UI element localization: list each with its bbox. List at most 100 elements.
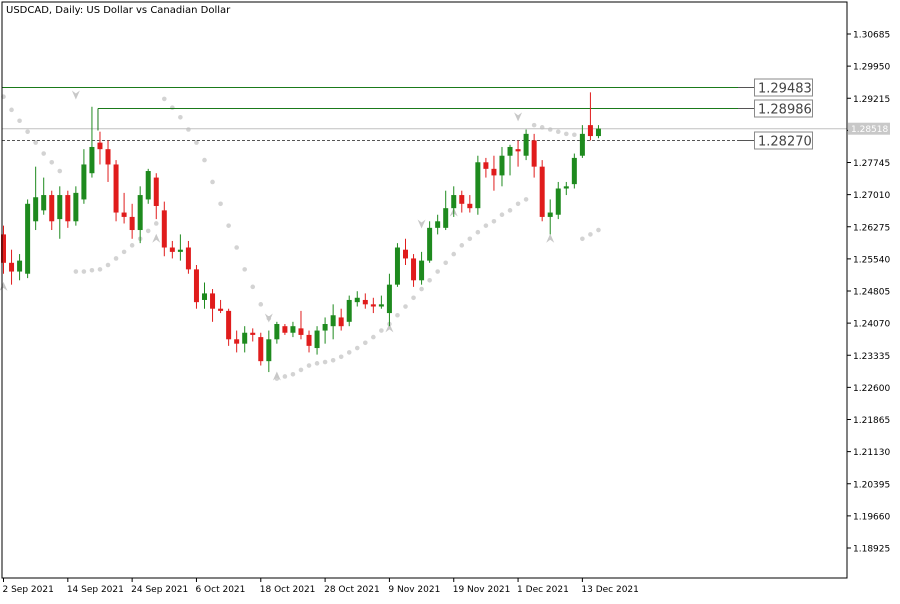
candle-body — [443, 208, 449, 228]
candle — [346, 295, 352, 327]
y-tick-label: 1.19660 — [853, 512, 890, 522]
candle — [153, 173, 159, 220]
level-tag-label: 1.28270 — [758, 135, 812, 150]
psar-dot — [89, 267, 95, 273]
y-tick-label: 1.27745 — [853, 159, 890, 169]
psar-dot — [531, 122, 537, 128]
psar-dot — [210, 179, 215, 185]
candle-body — [25, 203, 31, 274]
candle-body — [250, 332, 256, 335]
psar-dot — [17, 118, 22, 124]
candle-body — [153, 177, 159, 206]
candle — [338, 308, 344, 331]
psar-reversal-arrow — [417, 219, 426, 229]
psar-dot — [515, 201, 521, 207]
candle-body — [89, 146, 95, 174]
candle-body — [459, 195, 465, 204]
psar-dot — [129, 243, 135, 248]
candle-body — [218, 308, 224, 311]
psar-dot — [395, 312, 400, 318]
y-tick-label: 1.20395 — [853, 480, 890, 490]
candle — [282, 323, 288, 335]
candle — [218, 299, 224, 314]
levels-layer — [2, 87, 847, 141]
candle — [41, 177, 47, 215]
psar-dot — [419, 286, 424, 292]
candle-body — [41, 195, 47, 211]
candle-body — [515, 149, 521, 152]
candle-body — [226, 310, 232, 340]
candle — [403, 238, 408, 265]
candle — [113, 160, 119, 222]
y-axis: 1.306851.299501.292151.284801.277451.270… — [847, 31, 890, 555]
psar-dot — [580, 236, 585, 242]
psar-dot — [475, 229, 481, 235]
candle — [354, 291, 360, 307]
candle — [507, 144, 513, 176]
candle-body — [411, 258, 417, 281]
psar-dot — [363, 340, 368, 346]
candle — [378, 295, 384, 309]
candle-body — [97, 142, 103, 150]
candle-body — [354, 297, 360, 303]
candle-body — [403, 249, 408, 259]
psar-dot — [25, 129, 30, 134]
psar-dot — [354, 345, 360, 351]
candle — [49, 190, 55, 231]
candle-body — [266, 339, 272, 362]
y-tick-label: 1.21865 — [853, 416, 890, 426]
candle — [1, 225, 6, 274]
candle-body — [427, 227, 433, 261]
psar-dot — [73, 269, 79, 274]
candle — [587, 92, 593, 141]
y-tick-label: 1.24070 — [853, 320, 890, 330]
candle-body — [314, 330, 320, 349]
candle — [65, 190, 71, 228]
psar-dot — [443, 260, 449, 266]
candle — [202, 282, 207, 309]
psar-dot — [564, 131, 569, 137]
candle-body — [161, 210, 167, 248]
candle-body — [386, 284, 392, 314]
current-price-tag — [848, 122, 890, 135]
candle-body — [322, 323, 328, 331]
candle — [33, 166, 39, 231]
x-axis: 2 Sep 2021 14 Sep 2021 24 Sep 2021 6 Oct 20… — [3, 578, 639, 595]
candle-body — [370, 304, 376, 307]
x-tick-label: 1 Dec 2021 — [517, 585, 569, 595]
candle-body — [290, 326, 296, 333]
candle — [419, 251, 425, 285]
candle — [563, 181, 569, 196]
psar-dot — [97, 267, 103, 272]
y-tick-label: 1.29215 — [853, 95, 890, 105]
psar-dot — [226, 223, 231, 228]
psar-dot — [435, 269, 440, 274]
level-tag-box — [754, 78, 813, 97]
psar-dot — [290, 371, 296, 377]
candle — [137, 186, 143, 244]
candle — [129, 203, 135, 239]
psar-dot — [57, 168, 63, 174]
candle — [73, 186, 79, 226]
candle-body — [282, 326, 288, 333]
candle-body — [571, 157, 577, 185]
psar-dot — [330, 357, 336, 363]
psar-dot — [234, 245, 239, 250]
candle-body — [65, 195, 71, 222]
candle — [258, 332, 264, 366]
candle — [491, 155, 497, 191]
psar-reversal-arrow — [272, 371, 281, 381]
x-tick-label: 14 Sep 2021 — [67, 585, 124, 595]
x-tick-label: 28 Oct 2021 — [324, 585, 380, 595]
level-tag-box — [754, 131, 813, 150]
psar-dot — [113, 256, 119, 261]
psar-dot — [242, 267, 247, 272]
candle — [97, 131, 103, 165]
psar-reversal-arrow — [264, 313, 273, 323]
candle-body — [210, 293, 216, 309]
candle — [105, 140, 111, 182]
y-tick-label: 1.26275 — [853, 223, 890, 233]
candle-body — [595, 128, 601, 137]
candle — [177, 234, 183, 261]
